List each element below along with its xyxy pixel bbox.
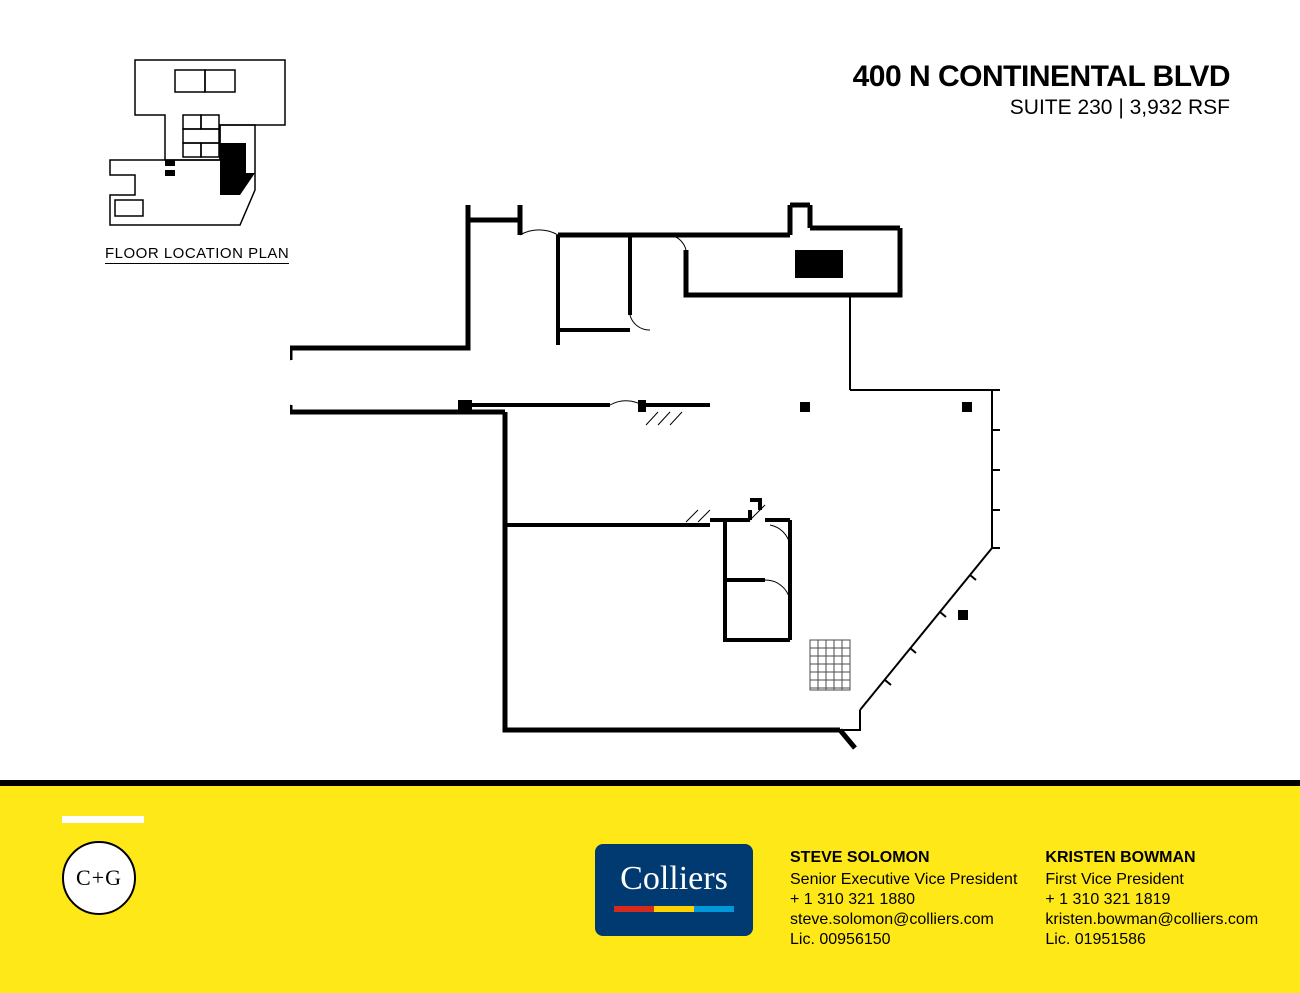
contact-2-license: Lic. 01951586 [1045, 930, 1258, 950]
contact-2-name: KRISTEN BOWMAN [1045, 848, 1258, 868]
contact-2-email: kristen.bowman@colliers.com [1045, 910, 1258, 930]
footer: C+G Colliers STEVE SOLOMON Senior Execut… [0, 786, 1300, 993]
stripe-yellow [654, 906, 694, 912]
floor-location-plan: FLOOR LOCATION PLAN [105, 55, 305, 264]
stripe-red [614, 906, 654, 912]
cg-bar [62, 816, 144, 823]
contact-1-phone: + 1 310 321 1880 [790, 890, 1017, 910]
main-floor-plan [290, 200, 1010, 760]
contact-1-email: steve.solomon@colliers.com [790, 910, 1017, 930]
cg-logo-block: C+G [62, 816, 144, 915]
contacts-block: STEVE SOLOMON Senior Executive Vice Pres… [790, 848, 1258, 950]
location-plan-icon [105, 55, 305, 245]
colliers-logo-text: Colliers [620, 860, 728, 898]
property-subtitle: SUITE 230 | 3,932 RSF [853, 96, 1230, 120]
cg-logo: C+G [62, 841, 136, 915]
contact-1: STEVE SOLOMON Senior Executive Vice Pres… [790, 848, 1017, 950]
contact-1-license: Lic. 00956150 [790, 930, 1017, 950]
contact-1-title: Senior Executive Vice President [790, 870, 1017, 890]
colliers-logo: Colliers [595, 844, 753, 936]
header-block: 400 N CONTINENTAL BLVD SUITE 230 | 3,932… [853, 60, 1230, 120]
contact-2-phone: + 1 310 321 1819 [1045, 890, 1258, 910]
stripe-cyan [694, 906, 734, 912]
colliers-stripes [614, 906, 734, 912]
contact-2: KRISTEN BOWMAN First Vice President + 1 … [1045, 848, 1258, 950]
property-title: 400 N CONTINENTAL BLVD [853, 60, 1230, 94]
contact-1-name: STEVE SOLOMON [790, 848, 1017, 868]
location-plan-caption: FLOOR LOCATION PLAN [105, 245, 289, 264]
contact-2-title: First Vice President [1045, 870, 1258, 890]
floorplan-icon [290, 200, 1010, 760]
